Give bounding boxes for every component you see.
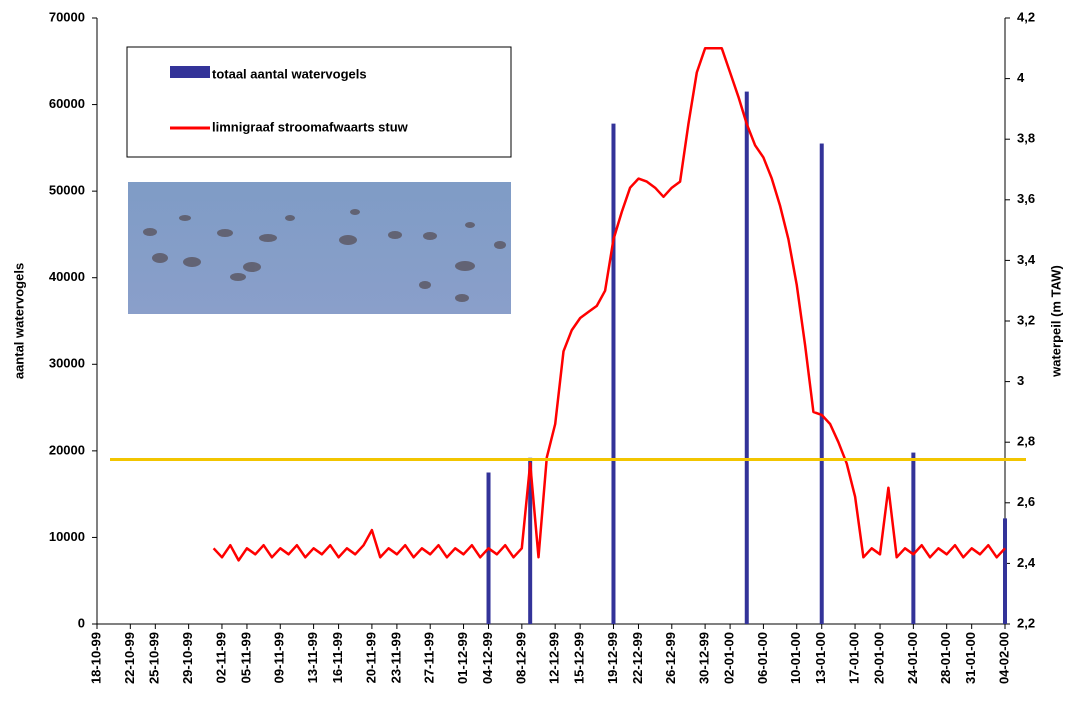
- x-tick-label: 30-12-99: [697, 632, 712, 684]
- x-tick-label: 10-01-00: [788, 632, 803, 684]
- x-tick-label: 15-12-99: [572, 632, 587, 684]
- x-tick-label: 31-01-00: [963, 632, 978, 684]
- y2-tick-label: 3,6: [1017, 191, 1035, 206]
- y-tick-label: 50000: [49, 183, 85, 198]
- y2-tick-label: 4: [1017, 70, 1025, 85]
- x-tick-label: 17-01-00: [846, 632, 861, 684]
- x-tick-label: 04-12-99: [480, 632, 495, 684]
- x-tick-label: 20-01-00: [871, 632, 886, 684]
- x-tick-label: 12-12-99: [547, 632, 562, 684]
- x-tick-label: 20-11-99: [363, 632, 378, 683]
- y2-tick-label: 4,2: [1017, 9, 1035, 24]
- x-tick-label: 05-11-99: [238, 632, 253, 683]
- bar: [528, 457, 533, 624]
- y-tick-label: 40000: [49, 269, 85, 284]
- x-tick-label: 22-12-99: [630, 632, 645, 684]
- x-tick-label: 08-12-99: [513, 632, 528, 684]
- legend-label: totaal aantal watervogels: [212, 66, 367, 81]
- x-tick-label: 29-10-99: [180, 632, 195, 684]
- y2-tick-label: 2,8: [1017, 434, 1035, 449]
- x-tick-label: 01-12-99: [455, 632, 470, 684]
- x-tick-label: 09-11-99: [272, 632, 287, 683]
- photo-inset: [128, 182, 511, 314]
- bar: [911, 452, 916, 624]
- y-tick-label: 60000: [49, 96, 85, 111]
- bar: [744, 91, 749, 625]
- y-tick-label: 30000: [49, 356, 85, 371]
- y2-tick-label: 3: [1017, 373, 1024, 388]
- x-tick-label: 18-10-99: [88, 632, 103, 684]
- y2-tick-label: 2,6: [1017, 494, 1035, 509]
- x-tick-label: 06-01-00: [755, 632, 770, 684]
- x-tick-label: 26-12-99: [663, 632, 678, 684]
- x-tick-label: 22-10-99: [122, 632, 137, 684]
- legend-swatch: [170, 66, 210, 78]
- y2-axis-title: waterpeil (m TAW): [1048, 265, 1063, 378]
- line: [212, 47, 1006, 562]
- bar: [611, 123, 616, 625]
- x-tick-label: 13-11-99: [305, 632, 320, 683]
- x-tick-label: 02-11-99: [213, 632, 228, 683]
- x-tick-label: 16-11-99: [330, 632, 345, 683]
- y-tick-label: 0: [78, 615, 85, 630]
- y2-tick-label: 3,4: [1017, 252, 1036, 267]
- x-tick-label: 02-01-00: [722, 632, 737, 684]
- legend-box: [126, 46, 512, 158]
- x-tick-label: 28-01-00: [938, 632, 953, 684]
- y2-tick-label: 2,2: [1017, 615, 1035, 630]
- legend-label: limnigraaf stroomafwaarts stuw: [212, 119, 409, 134]
- x-tick-label: 24-01-00: [905, 632, 920, 684]
- x-tick-label: 13-01-00: [813, 632, 828, 684]
- y2-tick-label: 2,4: [1017, 555, 1036, 570]
- x-tick-label: 25-10-99: [147, 632, 162, 684]
- x-tick-label: 04-02-00: [996, 632, 1011, 684]
- y-tick-label: 20000: [49, 442, 85, 457]
- x-tick-label: 19-12-99: [605, 632, 620, 684]
- y-tick-label: 70000: [49, 9, 85, 24]
- bar: [1003, 518, 1007, 624]
- y2-tick-label: 3,8: [1017, 131, 1035, 146]
- x-tick-label: 27-11-99: [422, 632, 437, 683]
- y2-tick-label: 3,2: [1017, 312, 1035, 327]
- legend: totaal aantal watervogels limnigraaf str…: [126, 46, 512, 158]
- x-tick-label: 23-11-99: [388, 632, 403, 683]
- y-axis-title: aantal watervogels: [11, 263, 26, 379]
- bar: [819, 143, 824, 624]
- y-tick-label: 10000: [49, 529, 85, 544]
